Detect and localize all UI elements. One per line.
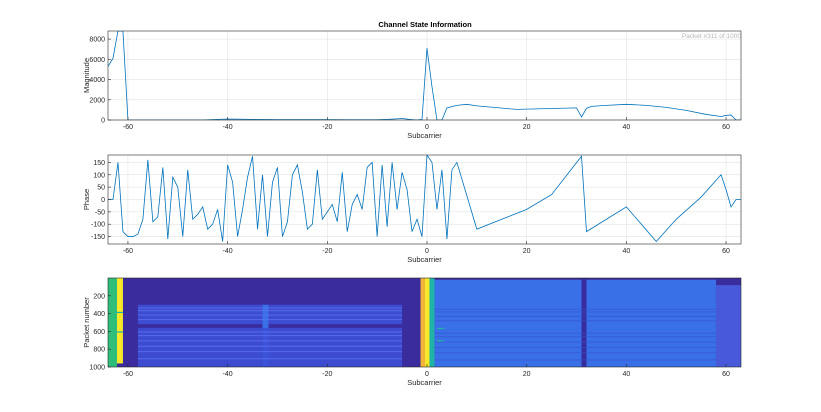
packet-heatmap: -60 -40 -20 0 20 40 60 200 400 600 800 1000 Subcarri…	[82, 277, 742, 387]
y-axis-label: Phase	[82, 189, 91, 210]
y-tick-label: 600	[93, 329, 105, 336]
heatmap-cell	[137, 307, 403, 309]
x-tick-label: 40	[622, 248, 630, 255]
x-tick-label: -60	[123, 248, 133, 255]
y-tick-label: 1000	[89, 365, 105, 372]
y-tick-label: -100	[91, 222, 105, 229]
heatmap-cell	[434, 352, 717, 354]
heatmap-cell	[420, 278, 425, 367]
x-tick-label: 20	[523, 124, 531, 131]
heatmap-cell	[116, 278, 123, 364]
x-tick-label: 20	[523, 248, 531, 255]
heatmap-cell	[137, 318, 403, 321]
phase-series-line	[108, 155, 741, 243]
y-tick-label: -50	[95, 209, 105, 216]
x-tick-label: 60	[722, 124, 730, 131]
x-axis-label: Subcarrier	[407, 131, 442, 140]
x-tick-label: 0	[425, 371, 429, 378]
y-tick-label: 150	[93, 160, 105, 167]
y-tick-label: 400	[93, 311, 105, 318]
heatmap-cell	[137, 334, 403, 337]
x-tick-label: 0	[425, 124, 429, 131]
heatmap-cell	[436, 327, 445, 330]
y-tick-label: 800	[93, 347, 105, 354]
heatmap-cell	[115, 331, 123, 333]
heatmap-cell	[434, 311, 717, 313]
y-tick-label: 4000	[89, 77, 105, 84]
y-axis-label: Packet number	[82, 297, 91, 348]
heatmap-cell	[137, 327, 403, 367]
y-tick-label: -150	[91, 234, 105, 241]
heatmap-cell	[434, 346, 717, 348]
heatmap-cell	[581, 278, 587, 367]
y-tick-label: 50	[97, 185, 105, 192]
heatmap-cell	[137, 314, 403, 316]
x-tick-label: -60	[123, 371, 133, 378]
x-axis-label: Subcarrier	[407, 255, 442, 264]
x-tick-label: -20	[322, 124, 332, 131]
magnitude-plot: -60 -40 -20 0 20 40 60 0 2000 4000 6000 8000 Subcarr…	[82, 30, 742, 140]
x-axis-label: Subcarrier	[407, 378, 442, 387]
x-tick-label: -40	[223, 371, 233, 378]
y-tick-label: 6000	[89, 57, 105, 64]
heatmap-cell	[434, 320, 717, 322]
heatmap-cell	[434, 279, 582, 367]
axes-frame	[107, 30, 742, 121]
heatmap-cell	[108, 278, 117, 367]
x-tick-label: 40	[622, 371, 630, 378]
y-axis-label: Magnitude	[82, 58, 91, 93]
heatmap-cell	[434, 308, 717, 310]
figure-title: Channel State Information	[378, 20, 472, 29]
heatmap-cell	[434, 359, 717, 361]
x-tick-label: -40	[223, 124, 233, 131]
heatmap-cell	[115, 311, 123, 314]
heatmap-cell	[137, 350, 403, 353]
heatmap-cell	[137, 345, 403, 347]
y-tick-label: 8000	[89, 37, 105, 44]
magnitude-series-line	[108, 31, 741, 120]
heatmap-cell	[429, 278, 435, 367]
heatmap-cell	[137, 331, 403, 333]
x-tick-label: -40	[223, 248, 233, 255]
x-tick-label: 60	[722, 248, 730, 255]
y-tick-label: 2000	[89, 97, 105, 104]
x-tick-label: 60	[722, 371, 730, 378]
axes-frame	[107, 277, 742, 368]
x-tick-label: -20	[322, 371, 332, 378]
heatmap-cell	[716, 285, 741, 367]
heatmap-cell	[424, 278, 430, 367]
heatmap-cell	[137, 340, 403, 342]
heatmap-cell	[137, 310, 403, 312]
y-tick-label: 0	[101, 118, 105, 125]
x-tick-label: 20	[523, 371, 531, 378]
x-tick-label: -60	[123, 124, 133, 131]
phase-plot: -60 -40 -20 0 20 40 60 -150 -100 -50 0 50 100 150 Subc…	[82, 154, 742, 264]
x-tick-label: -20	[322, 248, 332, 255]
packet-annotation: Packet #311 of 1000	[682, 33, 742, 40]
heatmap-cell	[436, 340, 445, 342]
y-tick-label: 200	[93, 293, 105, 300]
heatmap-cell	[586, 279, 717, 367]
heatmap-cell	[434, 332, 717, 334]
heatmap-cell	[434, 336, 717, 338]
heatmap-cell	[434, 315, 717, 317]
y-tick-label: 0	[101, 197, 105, 204]
heatmap-cell	[137, 358, 403, 360]
x-tick-label: 0	[425, 248, 429, 255]
y-tick-label: 100	[93, 172, 105, 179]
x-tick-label: 40	[622, 124, 630, 131]
heatmap-cell	[434, 341, 717, 343]
